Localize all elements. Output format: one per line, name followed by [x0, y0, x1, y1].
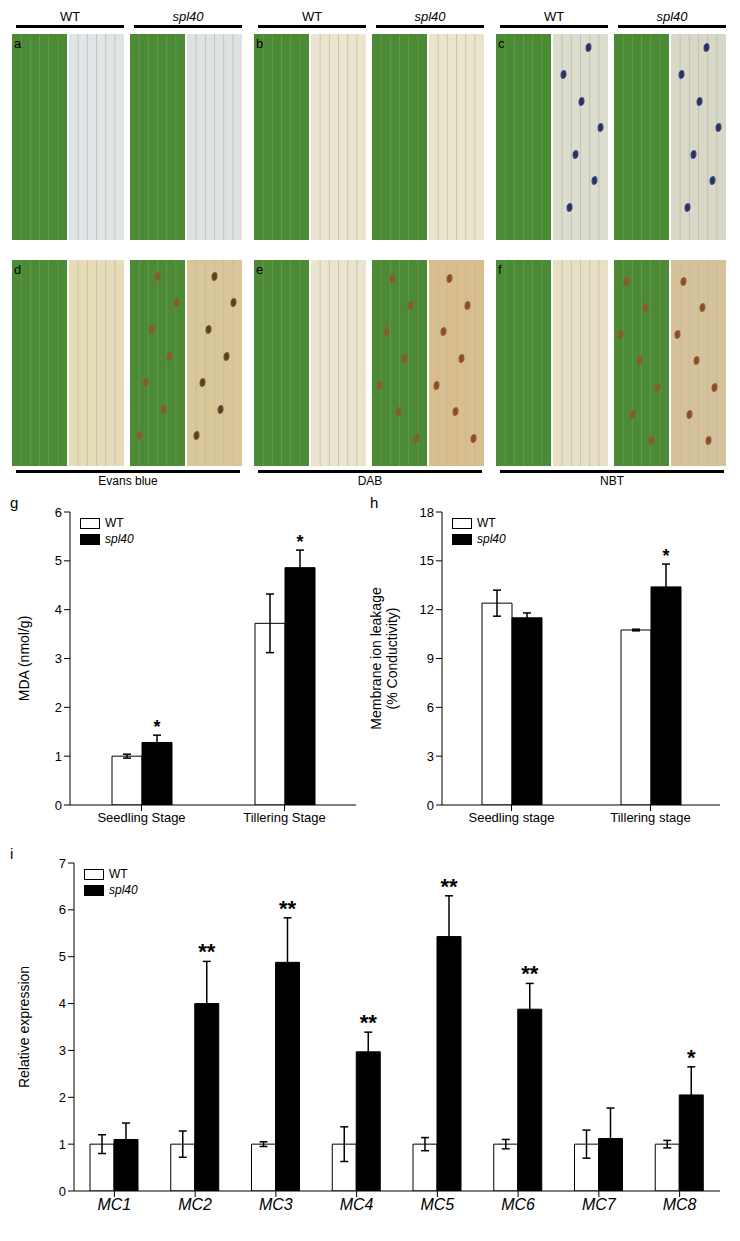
svg-text:Seedling stage: Seedling stage [468, 810, 554, 825]
svg-text:2: 2 [59, 1090, 66, 1105]
svg-text:NBT: NBT [600, 474, 625, 488]
svg-text:**: ** [440, 874, 458, 899]
html-text:WT: WT [105, 516, 124, 530]
svg-text:0: 0 [59, 1184, 66, 1199]
svg-text:Relative expression: Relative expression [16, 966, 32, 1088]
svg-text:Membrane ion leakage(% Conduct: Membrane ion leakage(% Conductivity) [368, 587, 399, 730]
svg-text:d: d [14, 262, 21, 277]
svg-text:spl40: spl40 [414, 9, 446, 24]
svg-text:3: 3 [427, 749, 434, 764]
svg-text:MC8: MC8 [663, 1196, 697, 1213]
svg-text:DAB: DAB [358, 474, 383, 488]
svg-text:WT: WT [60, 9, 80, 24]
svg-text:3: 3 [59, 1043, 66, 1058]
svg-text:6: 6 [427, 700, 434, 715]
html-text:WT: WT [109, 867, 128, 881]
svg-text:2: 2 [55, 700, 62, 715]
svg-text:Evans blue: Evans blue [98, 474, 158, 488]
svg-text:e: e [256, 262, 263, 277]
svg-text:**: ** [279, 896, 297, 921]
svg-text:12: 12 [420, 602, 434, 617]
svg-text:MC7: MC7 [582, 1196, 617, 1213]
svg-text:Tillering stage: Tillering stage [610, 810, 690, 825]
svg-text:18: 18 [420, 505, 434, 520]
html-text:i: i [10, 845, 14, 862]
svg-text:*: * [662, 546, 669, 566]
svg-text:**: ** [521, 961, 539, 986]
svg-text:1: 1 [59, 1137, 66, 1152]
html-text:h: h [370, 494, 379, 511]
svg-text:a: a [14, 36, 22, 51]
svg-text:3: 3 [55, 651, 62, 666]
svg-text:Seedling Stage: Seedling Stage [97, 810, 185, 825]
html-text:g: g [10, 494, 19, 511]
svg-text:9: 9 [427, 651, 434, 666]
svg-text:6: 6 [55, 505, 62, 520]
svg-text:6: 6 [59, 902, 66, 917]
svg-text:5: 5 [59, 949, 66, 964]
svg-text:c: c [498, 36, 505, 51]
svg-text:MC6: MC6 [501, 1196, 535, 1213]
svg-text:MC2: MC2 [178, 1196, 212, 1213]
html-text:spl40: spl40 [477, 532, 506, 546]
svg-text:5: 5 [55, 553, 62, 568]
svg-text:15: 15 [420, 553, 434, 568]
svg-text:spl40: spl40 [656, 9, 688, 24]
svg-text:4: 4 [59, 996, 66, 1011]
svg-text:4: 4 [55, 602, 62, 617]
svg-text:Tillering Stage: Tillering Stage [243, 810, 326, 825]
svg-text:b: b [256, 36, 263, 51]
html-text:spl40: spl40 [105, 532, 134, 546]
svg-text:MC3: MC3 [259, 1196, 293, 1213]
html-text:WT: WT [477, 516, 496, 530]
svg-text:MC5: MC5 [420, 1196, 454, 1213]
svg-text:MC1: MC1 [97, 1196, 131, 1213]
svg-text:*: * [296, 532, 303, 552]
svg-text:spl40: spl40 [172, 9, 204, 24]
svg-text:7: 7 [59, 856, 66, 871]
svg-text:1: 1 [55, 749, 62, 764]
svg-text:0: 0 [427, 798, 434, 813]
svg-text:*: * [153, 717, 160, 737]
svg-text:f: f [498, 262, 502, 277]
svg-text:**: ** [360, 1010, 378, 1035]
svg-text:WT: WT [302, 9, 322, 24]
html-text:spl40: spl40 [109, 883, 138, 897]
svg-text:**: ** [198, 939, 216, 964]
svg-text:WT: WT [544, 9, 564, 24]
svg-text:MDA (nmol/g): MDA (nmol/g) [16, 616, 32, 702]
svg-text:MC4: MC4 [340, 1196, 374, 1213]
svg-text:*: * [687, 1045, 696, 1070]
svg-text:0: 0 [55, 798, 62, 813]
